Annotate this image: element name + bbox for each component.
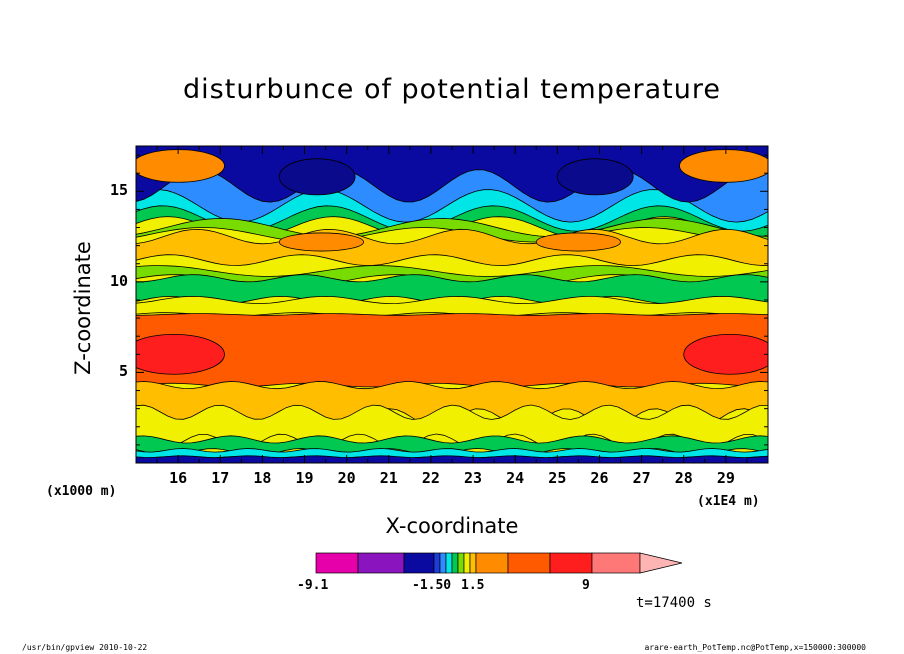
- colorbar-swatch: [403, 552, 435, 574]
- x-tick-label: 26: [590, 469, 609, 487]
- x-axis-unit: (x1E4 m): [697, 494, 760, 509]
- colorbar-swatch: [507, 552, 551, 574]
- time-label: t=17400 s: [636, 595, 712, 611]
- colorbar-swatch: [315, 552, 359, 574]
- footer-right: arare-earth_PotTemp.nc@PotTemp,x=150000:…: [644, 643, 866, 652]
- y-axis-label: Z-coordinate: [71, 241, 95, 375]
- colorbar-tick-label: 1.5: [461, 578, 485, 593]
- x-tick-label: 29: [716, 469, 735, 487]
- x-tick-label: 20: [337, 469, 356, 487]
- colorbar-swatch: [433, 552, 441, 574]
- x-tick-label: 19: [295, 469, 314, 487]
- x-tick-label: 16: [169, 469, 188, 487]
- colorbar-swatch: [439, 552, 447, 574]
- colorbar-swatch: [451, 552, 459, 574]
- y-tick-label: 15: [109, 181, 128, 200]
- x-axis-label: X-coordinate: [385, 514, 519, 538]
- colorbar-swatch: [457, 552, 465, 574]
- band-warm: [136, 313, 768, 388]
- colorbar-swatch: [475, 552, 509, 574]
- colorbar-swatch: [445, 552, 453, 574]
- colorbar-arrow: [639, 552, 683, 574]
- colorbar-tick-label: 9: [582, 578, 590, 593]
- colorbar-swatch: [549, 552, 593, 574]
- x-tick-label: 27: [632, 469, 651, 487]
- x-tick-label: 18: [253, 469, 272, 487]
- x-tick-label: 17: [211, 469, 230, 487]
- x-tick-label: 22: [421, 469, 440, 487]
- contour-fill: [136, 146, 768, 463]
- x-tick-label: 28: [674, 469, 693, 487]
- colorbar-swatch: [357, 552, 405, 574]
- colorbar-swatch: [469, 552, 477, 574]
- chart-title: disturbunce of potential temperature: [183, 74, 721, 105]
- x-tick-label: 24: [506, 469, 525, 487]
- colorbar: [315, 552, 683, 574]
- x-tick-label: 25: [548, 469, 567, 487]
- axis-ticks: [136, 146, 768, 463]
- x-tick-label: 23: [464, 469, 483, 487]
- colorbar-swatch: [591, 552, 641, 574]
- x-tick-label: 21: [379, 469, 398, 487]
- top-cell-right: [679, 149, 768, 183]
- colorbar-swatch: [463, 552, 471, 574]
- colorbar-tick-label: -1.50: [412, 578, 452, 593]
- cold-core-right: [556, 158, 634, 196]
- y-tick-label: 10: [109, 271, 128, 290]
- colorbar-tick-label: -9.1: [297, 578, 329, 593]
- mid-cell-left: [278, 232, 364, 252]
- top-cell-left: [136, 149, 225, 183]
- y-axis-unit: (x1000 m): [46, 484, 117, 499]
- warm-cell-left: [136, 333, 225, 375]
- mid-cell-right: [535, 232, 621, 252]
- y-tick-label: 5: [118, 362, 128, 381]
- warm-cell-right: [683, 333, 768, 375]
- cold-core-left: [278, 158, 356, 196]
- footer-left: /usr/bin/gpview 2010-10-22: [22, 643, 148, 652]
